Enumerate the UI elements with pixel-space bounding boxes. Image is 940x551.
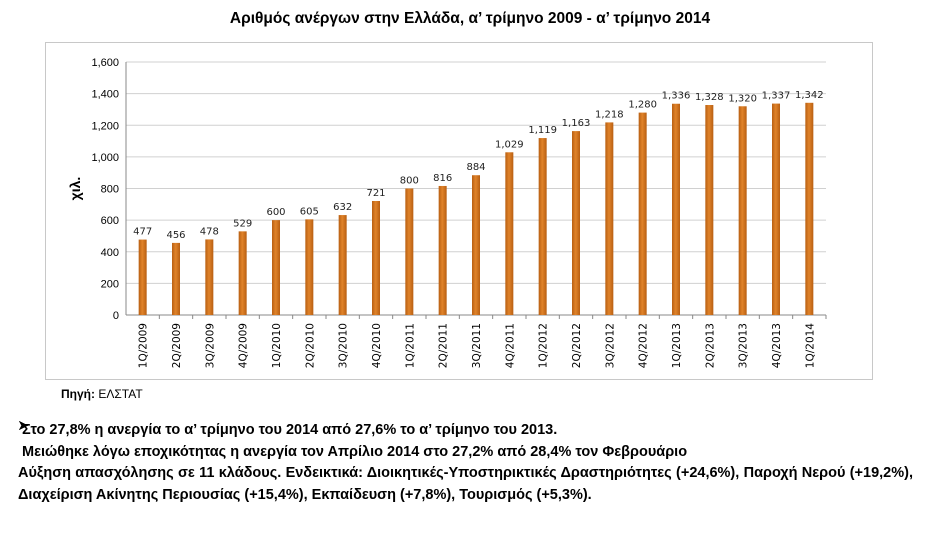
data-label: 1,337 <box>762 91 791 102</box>
data-label: 456 <box>166 230 185 241</box>
x-tick-label: 1Q/2014 <box>804 323 816 369</box>
bar <box>438 185 447 315</box>
data-label: 1,280 <box>628 100 657 111</box>
chart-area: 0 200 400 600 800 1,000 1,200 1,400 1,600 χιλ. 477… <box>45 42 873 380</box>
x-tick-label: 2Q/2009 <box>171 323 183 368</box>
data-label: 1,342 <box>795 90 824 101</box>
y-tick-label: 1,600 <box>91 57 119 69</box>
data-label: 478 <box>200 226 219 237</box>
data-label: 816 <box>433 173 452 184</box>
bullet-text: Μειώθηκε λόγω εποχικότητας η ανεργία τον… <box>22 443 688 460</box>
bar <box>272 220 280 315</box>
y-tick-label: 400 <box>101 247 119 259</box>
bar <box>172 242 180 315</box>
bar <box>672 103 680 315</box>
bar <box>572 131 580 315</box>
data-label: 632 <box>333 202 352 213</box>
y-tick-label: 800 <box>101 184 119 196</box>
bar-chart: 0 200 400 600 800 1,000 1,200 1,400 1,600 χιλ. 477… <box>67 57 827 369</box>
bar <box>772 103 780 315</box>
data-label: 1,320 <box>728 93 757 104</box>
bar <box>738 106 747 316</box>
bar <box>205 239 214 315</box>
x-tick-label: 3Q/2009 <box>204 323 216 368</box>
data-label: 1,336 <box>662 91 691 102</box>
x-tick-label: 3Q/2013 <box>738 323 750 368</box>
x-tick-label: 2Q/2010 <box>304 323 316 368</box>
bar <box>538 138 547 315</box>
bullet-text: Στο 27,8% η ανεργία το α’ τρίμηνο του 20… <box>22 422 558 438</box>
data-label: 1,119 <box>528 125 557 136</box>
bar <box>338 215 347 315</box>
x-tick-label: 4Q/2012 <box>638 323 650 368</box>
source-note: Πηγή: ΕΛΣΤΑΤ <box>61 387 143 401</box>
x-tick-label: 4Q/2010 <box>371 323 383 368</box>
data-label: 1,218 <box>595 109 624 120</box>
data-label: 477 <box>133 227 152 238</box>
source-label: Πηγή: <box>61 387 95 401</box>
data-label: 605 <box>300 206 319 217</box>
bullet-list: Στο 27,8% η ανεργία το α’ τρίμηνο του 20… <box>18 420 913 506</box>
bullet-item: Μειώθηκε λόγω εποχικότητας η ανεργία τον… <box>18 421 913 464</box>
bar <box>705 105 714 315</box>
y-tick-label: 1,200 <box>91 120 119 132</box>
x-tick-label: 4Q/2013 <box>771 323 783 368</box>
bullet-item: Στο 27,8% η ανεργία το α’ τρίμηνο του 20… <box>18 420 913 442</box>
x-tick-label: 2Q/2013 <box>704 323 716 368</box>
bullet-item: Αύξηση απασχόλησης σε 11 κλάδους. Ενδεικ… <box>18 421 913 506</box>
data-label: 721 <box>366 188 385 199</box>
chart-title: Αριθμός ανέργων στην Ελλάδα, α’ τρίμηνο … <box>229 10 711 27</box>
x-tick-label: 3Q/2012 <box>604 323 616 368</box>
y-tick-label: 200 <box>101 278 119 290</box>
x-tick-label: 1Q/2012 <box>538 323 550 368</box>
bar <box>372 200 380 315</box>
data-label: 800 <box>400 176 419 187</box>
data-label: 529 <box>233 218 252 229</box>
y-tick-label: 1,400 <box>91 89 119 101</box>
x-tick-label: 1Q/2011 <box>404 323 416 368</box>
x-tick-label: 3Q/2011 <box>471 323 483 368</box>
y-tick-label: 0 <box>113 310 119 322</box>
bar <box>305 219 314 315</box>
x-tick-label: 1Q/2009 <box>138 323 150 368</box>
x-tick-label: 4Q/2009 <box>238 323 250 368</box>
data-label: 884 <box>466 162 485 173</box>
y-tick-label: 600 <box>101 215 119 227</box>
x-tick-label: 4Q/2011 <box>504 323 516 368</box>
x-tick-label: 1Q/2010 <box>271 323 283 368</box>
data-label: 1,328 <box>695 92 724 103</box>
data-label: 1,163 <box>562 118 591 129</box>
data-label: 600 <box>266 207 285 218</box>
x-tick-label: 3Q/2010 <box>338 323 350 368</box>
bar <box>405 188 414 315</box>
data-label: 1,029 <box>495 139 524 150</box>
bar <box>472 175 480 315</box>
source-value: ΕΛΣΤΑΤ <box>98 387 143 401</box>
bar <box>505 152 514 315</box>
x-tick-label: 2Q/2011 <box>438 323 450 368</box>
bar <box>238 231 247 315</box>
bar <box>605 122 614 315</box>
bar <box>638 112 647 315</box>
x-tick-label: 1Q/2013 <box>671 323 683 368</box>
bar <box>805 102 814 315</box>
y-axis-label: χιλ. <box>67 177 83 201</box>
bullet-text: Αύξηση απασχόλησης σε 11 κλάδους. Ενδεικ… <box>18 465 913 503</box>
bar <box>138 239 147 315</box>
y-tick-label: 1,000 <box>91 152 119 164</box>
x-tick-label: 2Q/2012 <box>571 323 583 368</box>
